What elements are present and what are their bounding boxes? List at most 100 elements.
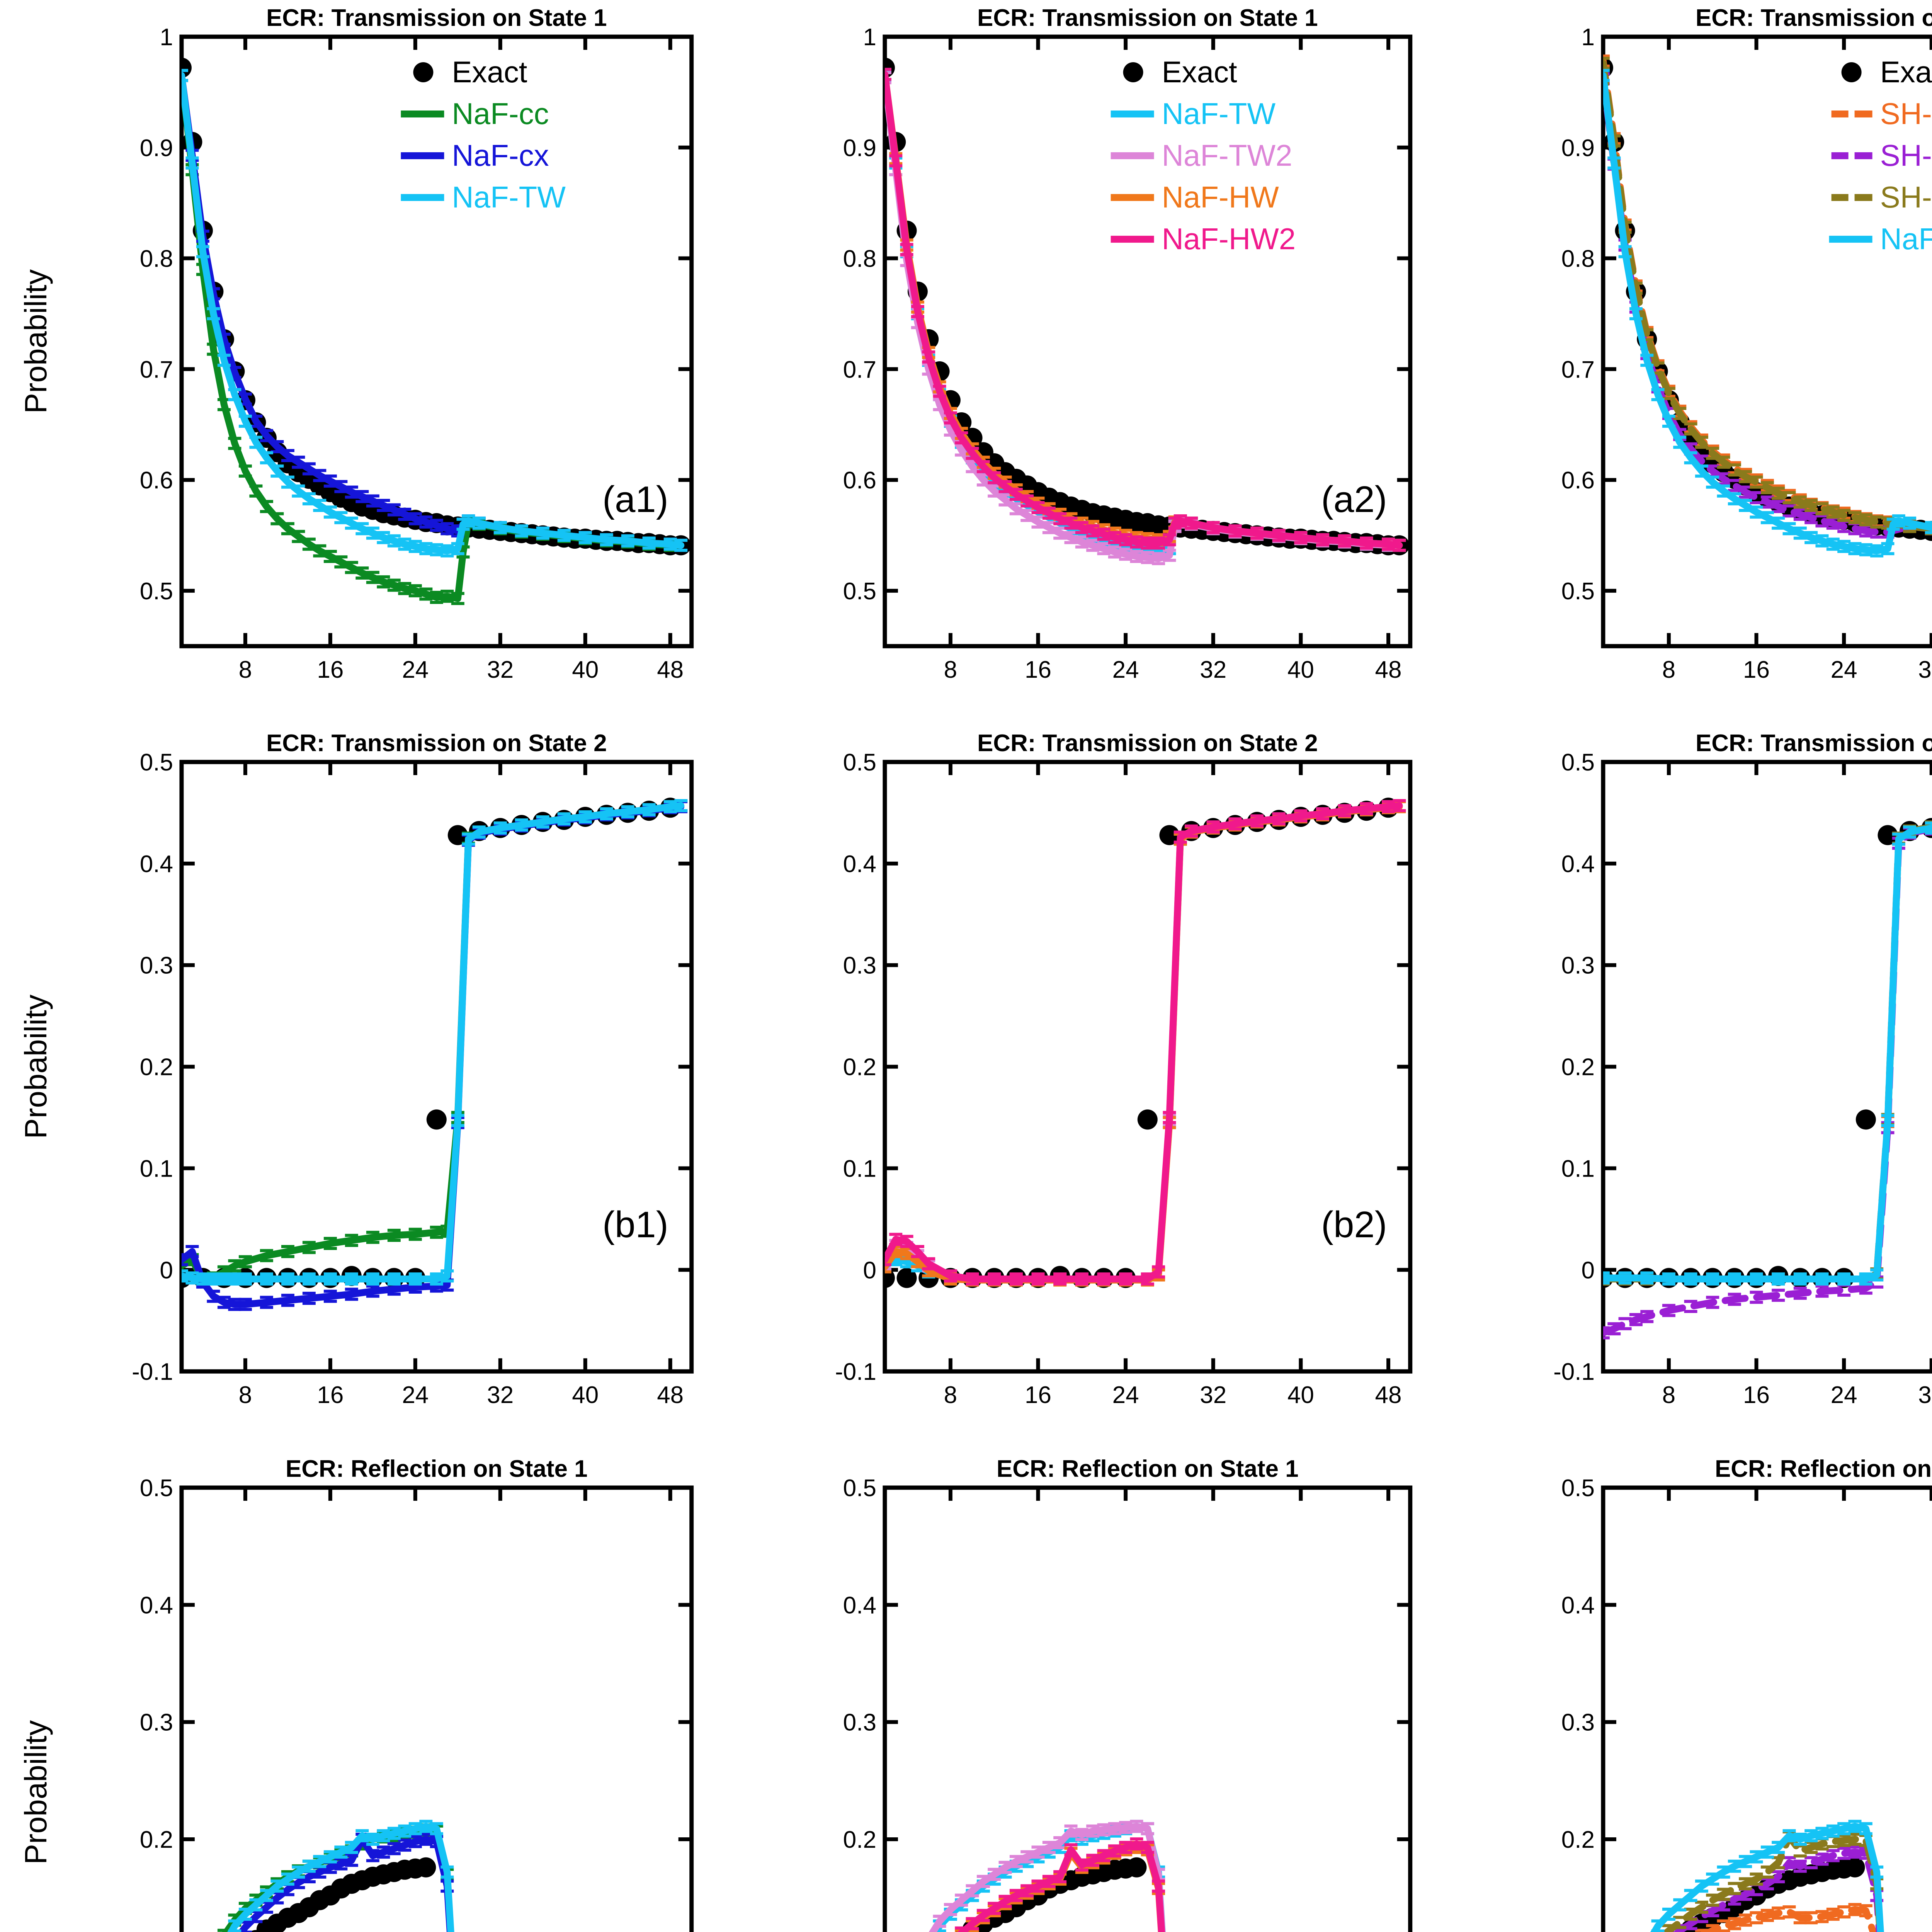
panel-c1: ECR: Reflection on State 18162432404800.… <box>0 1451 719 1932</box>
y-tick-label: 0.5 <box>140 578 173 605</box>
panel-title: ECR: Transmission on State 1 <box>266 5 607 31</box>
x-tick-label: 32 <box>487 656 514 683</box>
y-tick-label: 0.5 <box>140 1475 173 1502</box>
x-tick-label: 48 <box>1375 656 1401 683</box>
y-tick-label: 0.2 <box>843 1826 876 1853</box>
legend: Exact NaF-TW NaF-TW2 NaF-HW NaF-HW2 <box>1111 55 1296 256</box>
x-tick-label: 24 <box>402 1382 429 1408</box>
y-tick-label: 0 <box>1582 1257 1595 1284</box>
panel-a3: ECR: Transmission on State 1816243240480… <box>1437 0 1932 726</box>
legend: Exact NaF-cc NaF-cx NaF-TW <box>401 55 566 214</box>
panel-b2: ECR: Transmission on State 2 8 16 24 32 40 48 -… <box>718 725 1437 1451</box>
x-tick-label: 24 <box>1831 656 1857 683</box>
y-tick-label: 0.6 <box>140 467 173 494</box>
legend-label: SH-2 <box>1880 138 1932 172</box>
series-line-SH-2 <box>1603 825 1932 1337</box>
panel-svg-b2: ECR: Transmission on State 2 8 16 24 32 40 48 -… <box>718 725 1437 1451</box>
x-tick-label: 32 <box>1200 1382 1226 1408</box>
y-tick-label: 0.9 <box>140 135 173 162</box>
x-tick-label: 48 <box>1375 1382 1401 1408</box>
y-tick-label: 0.9 <box>843 135 876 162</box>
x-tick-label: 24 <box>1112 1382 1139 1408</box>
panel-tag: (a2) <box>1321 479 1387 520</box>
y-tick-label: 0.3 <box>843 1709 876 1736</box>
x-tick-label: 32 <box>1200 656 1226 683</box>
panel-tag: (c1) <box>604 1930 668 1932</box>
panel-a2: ECR: Transmission on State 1 8 16 24 32 40 48 0… <box>718 0 1437 726</box>
series-line-NaF-HW2 <box>884 71 1403 549</box>
panel-title: ECR: Transmission on State 1 <box>977 5 1318 31</box>
x-tick-label: 8 <box>239 1382 252 1408</box>
y-tick-label: 1 <box>160 24 173 51</box>
x-tick-label: 8 <box>944 656 957 683</box>
x-tick-label: 40 <box>1287 1382 1314 1408</box>
x-tick-label: 16 <box>1025 656 1051 683</box>
y-tick-label: 0.2 <box>1561 1054 1595 1081</box>
series-line-NaF-TW <box>1603 72 1932 554</box>
legend-label: NaF-HW2 <box>1162 222 1296 256</box>
plot-frame <box>1601 34 1932 648</box>
panel-svg-a1: ECR: Transmission on State 1 8 16 24 32 40 48 0… <box>0 0 719 726</box>
panel-title: ECR: Transmission on State 2 <box>266 730 607 757</box>
y-tick-label: 0.5 <box>843 749 876 776</box>
y-tick-label: 0.5 <box>843 578 876 605</box>
series-line-NaF-TW <box>1603 824 1932 1283</box>
y-tick-label: 0 <box>160 1257 173 1284</box>
panel-svg-c3: ECR: Reflection on State 18162432404800.… <box>1437 1451 1932 1932</box>
legend-label: Exact <box>1162 55 1237 89</box>
panel-svg-a3: ECR: Transmission on State 1816243240480… <box>1437 0 1932 726</box>
x-tick-label: 8 <box>1662 656 1675 683</box>
x-tick-label: 32 <box>1918 656 1932 683</box>
y-tick-label: 0.4 <box>1561 1592 1595 1619</box>
x-tick-label: 16 <box>1025 1382 1051 1408</box>
y-tick-label: 0.1 <box>843 1156 876 1182</box>
series-line-SH-3 <box>1603 60 1932 532</box>
y-tick-label: 0.3 <box>140 952 173 979</box>
x-tick-label: 40 <box>572 656 599 683</box>
y-tick-label: 0.1 <box>140 1156 173 1182</box>
x-tick-label: 16 <box>1743 1382 1770 1408</box>
panel-svg-b3: ECR: Transmission on State 281624324048-… <box>1437 725 1932 1451</box>
y-axis-label: Probability <box>19 1720 53 1864</box>
x-tick-label: 8 <box>239 656 252 683</box>
y-tick-label: -0.1 <box>835 1359 876 1385</box>
panel-title: ECR: Transmission on State 2 <box>977 730 1318 757</box>
x-tick-label: 16 <box>317 1382 344 1408</box>
legend-label: NaF-cc <box>452 97 549 131</box>
plot-frame <box>179 1485 694 1932</box>
series-line-NaF-TW <box>181 72 685 554</box>
panel-tag: (a1) <box>602 479 668 520</box>
panel-tag: (c2) <box>1323 1930 1387 1932</box>
panel-svg-a2: ECR: Transmission on State 1 8 16 24 32 40 48 0… <box>718 0 1437 726</box>
x-tick-label: 40 <box>572 1382 599 1408</box>
y-tick-label: 0.4 <box>140 1592 173 1619</box>
legend: Exact SH-1 SH-2 SH-3 NaF-TW <box>1829 55 1932 256</box>
x-tick-label: 24 <box>1831 1382 1857 1408</box>
y-tick-label: 0.5 <box>140 749 173 776</box>
legend-label: Exact <box>1880 55 1932 89</box>
panel-title: ECR: Transmission on State 2 <box>1696 730 1932 757</box>
y-axis-label: Probability <box>19 269 53 414</box>
legend-label: NaF-TW <box>1162 97 1276 131</box>
x-tick-label: 32 <box>487 1382 514 1408</box>
x-tick-label: 8 <box>944 1382 957 1408</box>
panel-svg-c2: ECR: Reflection on State 18162432404800.… <box>718 1451 1437 1932</box>
y-tick-label: 0.5 <box>1561 749 1595 776</box>
plot-frame <box>883 1485 1412 1932</box>
x-tick-label: 48 <box>657 1382 684 1408</box>
plot-frame <box>883 760 1412 1374</box>
y-tick-label: 0.2 <box>140 1826 173 1853</box>
legend-label: NaF-TW <box>1880 222 1932 256</box>
y-tick-label: 0.3 <box>843 952 876 979</box>
series-line-NaF-HW2 <box>957 1840 1165 1932</box>
legend-label: NaF-TW2 <box>1162 138 1292 172</box>
legend-label: NaF-TW <box>452 180 566 214</box>
x-tick-label: 40 <box>1287 656 1314 683</box>
y-tick-label: 0.8 <box>140 246 173 272</box>
y-tick-label: 0.6 <box>1561 467 1595 494</box>
y-tick-label: 0.2 <box>1561 1826 1595 1853</box>
y-tick-label: 0 <box>863 1257 876 1284</box>
plot-frame <box>1601 760 1932 1374</box>
